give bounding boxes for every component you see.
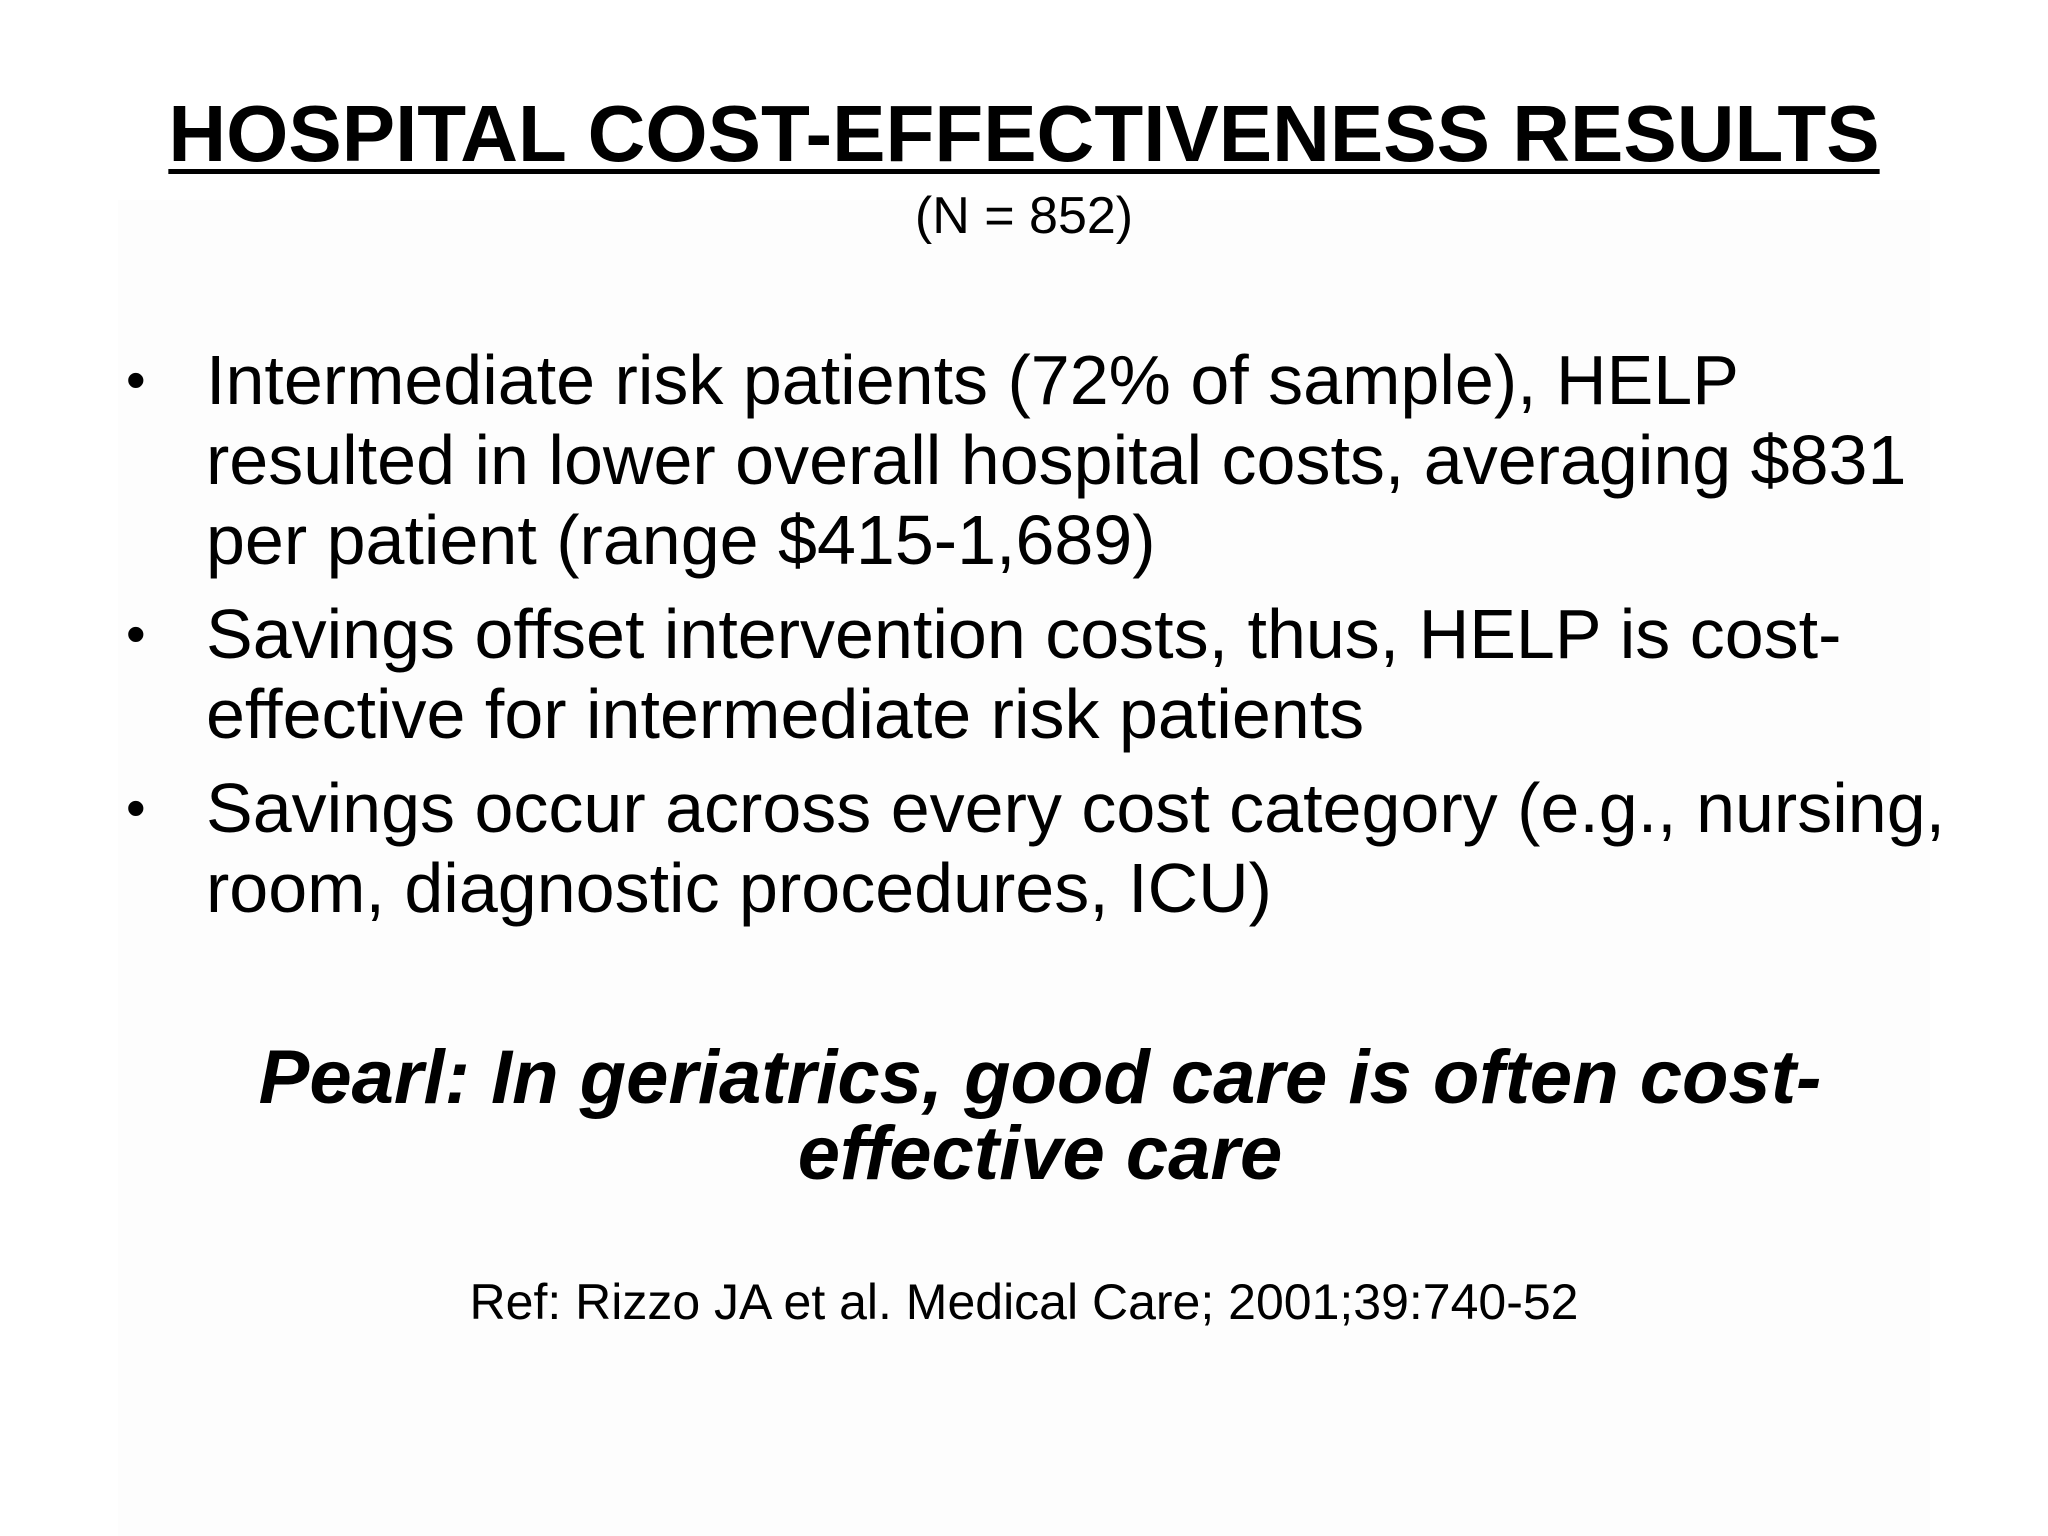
slide-background-panel: [118, 200, 1930, 1536]
bullet-item-savings-categories: • Savings occur across every cost catego…: [124, 768, 1984, 928]
sample-size-subtitle: (N = 852): [914, 187, 1134, 245]
bullet-list: • Intermediate risk patients (72% of sam…: [124, 340, 1984, 942]
bullet-marker: •: [126, 776, 146, 839]
bullet-marker: •: [126, 348, 146, 411]
bullet-item-intermediate-risk: • Intermediate risk patients (72% of sam…: [124, 340, 1984, 580]
pearl-statement: Pearl: In geriatrics, good care is often…: [258, 1035, 1822, 1196]
slide-title: HOSPITAL COST-EFFECTIVENESS RESULTS: [168, 89, 1880, 178]
bullet-item-savings-offset: • Savings offset intervention costs, thu…: [124, 594, 1984, 754]
bullet-text: Savings offset intervention costs, thus,…: [206, 595, 1842, 753]
bullet-marker: •: [126, 602, 146, 665]
bullet-text: Savings occur across every cost category…: [206, 769, 1946, 927]
reference-citation: Ref: Rizzo JA et al. Medical Care; 2001;…: [469, 1274, 1579, 1330]
bullet-text: Intermediate risk patients (72% of sampl…: [206, 341, 1907, 579]
